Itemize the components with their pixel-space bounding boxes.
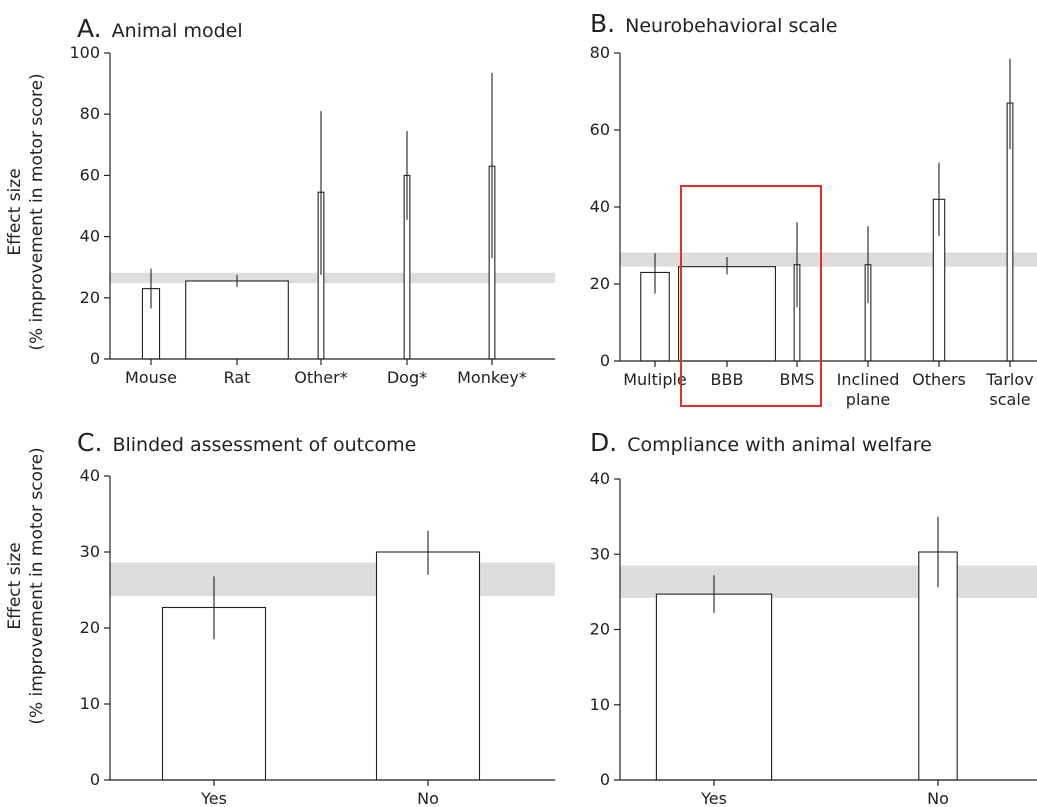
y-tick-label: 30 [80,542,100,561]
panel-neurobehavioral-scale: B. Neurobehavioral scale 0 20 40 60 80 Multip… [590,9,1037,409]
y-tick-label: 30 [590,544,610,563]
pooled-effect-band [620,565,1037,598]
panel-b-title: B. Neurobehavioral scale [590,9,837,38]
bar-bbb [677,266,776,362]
x-tick-label: BBB [711,370,744,389]
x-tick-label: Others [912,370,966,389]
y-tick-label: 40 [590,469,610,488]
y-axis-label-top: Effect size (% improvement in motor scor… [5,73,47,350]
panel-letter: C. [77,428,102,457]
y-tick-label: 0 [90,770,100,789]
y-axis-label-bottom: Effect size (% improvement in motor scor… [5,447,47,724]
x-tick-label: Mouse [125,368,177,387]
x-tick-label: Inclined plane [837,370,900,409]
x-tick-label: Multiple [623,370,687,389]
y-tick-label: 40 [80,466,100,485]
y-tick-label: 10 [80,694,100,713]
y-tick-label: 10 [590,695,610,714]
y-tick-label: 0 [600,770,610,789]
panel-letter: A. [77,14,102,43]
y-tick-label: 80 [590,43,610,62]
x-tick-label: Dog* [387,368,427,387]
panel-letter: B. [590,9,615,38]
panel-c-title: C. Blinded assessment of outcome [77,428,416,457]
pooled-effect-band [620,252,1037,267]
y-tick-label: 40 [590,197,610,216]
y-tick-label: 40 [80,227,100,246]
y-axis-label-line2: (% improvement in motor score) [27,73,47,350]
x-tick-label: No [927,789,949,807]
y-axis-label-line2: (% improvement in motor score) [27,447,47,724]
pooled-effect-band [110,562,555,597]
y-tick-label: 20 [590,274,610,293]
panel-blinded-assessment: C. Blinded assessment of outcome 0 10 20 30… [77,428,555,807]
panel-title-text: Animal model [112,20,243,42]
y-tick-label: 80 [80,104,100,123]
x-tick-label: Other* [294,368,347,387]
x-tick-label: Tarlov scale [985,370,1033,409]
bar-no [375,551,481,781]
y-tick-label: 60 [80,165,100,184]
panel-letter: D. [590,428,617,457]
x-tick-label: No [417,789,439,807]
x-tick-label: Yes [700,789,727,807]
y-tick-label: 0 [600,351,610,370]
x-tick-label: Rat [224,368,251,387]
highlight-box [680,185,822,407]
panel-a-title: A. Animal model [77,14,243,43]
panel-title-text: Compliance with animal welfare [627,434,932,456]
bar-rat [185,280,289,360]
y-tick-label: 20 [590,620,610,639]
y-tick-label: 60 [590,120,610,139]
panel-animal-model: A. Animal model 0 20 40 60 80 100 Mouse Rat Othe… [69,14,555,387]
y-tick-label: 0 [90,349,100,368]
panel-title-text: Blinded assessment of outcome [112,434,416,456]
y-tick-label: 20 [80,618,100,637]
x-tick-label: Monkey* [457,368,527,387]
x-tick-label: Yes [200,789,227,807]
y-axis-label-line1: Effect size [5,542,25,629]
y-tick-label: 100 [69,43,100,62]
y-tick-label: 20 [80,288,100,307]
x-tick-label: BMS [780,370,815,389]
bar-no [918,551,958,781]
bar-yes [655,593,773,781]
panel-d-title: D. Compliance with animal welfare [590,428,932,457]
panel-title-text: Neurobehavioral scale [625,15,837,37]
pooled-effect-band [110,272,555,284]
y-axis-label-line1: Effect size [5,168,25,255]
panel-animal-welfare: D. Compliance with animal welfare 0 10 20 3… [590,428,1037,807]
